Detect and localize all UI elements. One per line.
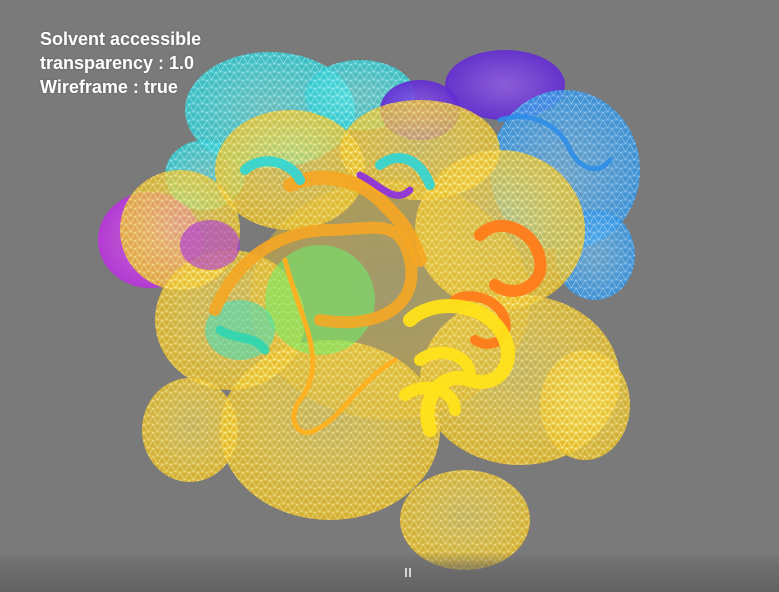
protein-ribbons	[209, 114, 613, 437]
pause-icon	[404, 567, 412, 577]
surface-type-label: Solvent accessible	[40, 29, 202, 49]
pause-button[interactable]	[399, 564, 417, 580]
transparency-label: transparency : 1.0	[40, 53, 195, 73]
surface-info-overlay: Solvent accessible transparency : 1.0 Wi…	[40, 27, 201, 99]
wireframe-label: Wireframe : true	[40, 77, 178, 97]
playback-bar	[0, 552, 779, 592]
